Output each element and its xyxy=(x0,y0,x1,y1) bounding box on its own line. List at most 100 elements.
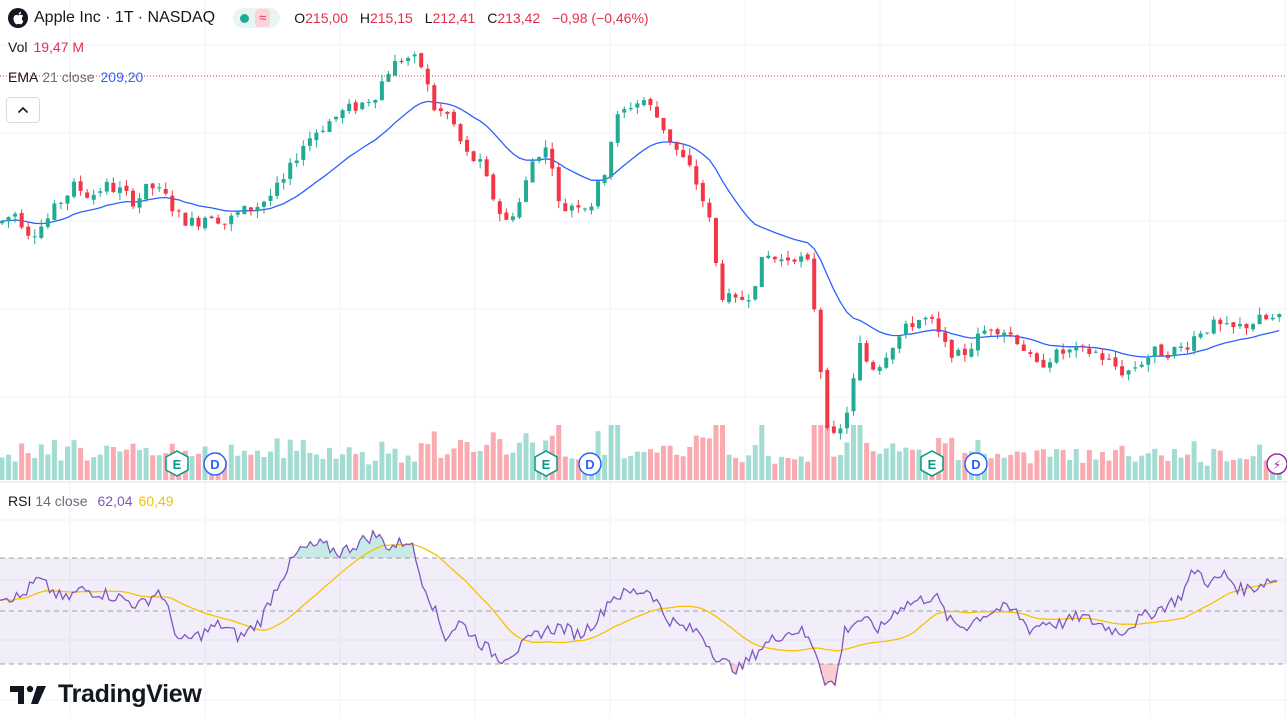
rsi-ma-value: 60,49 xyxy=(138,493,174,509)
candle xyxy=(196,215,201,231)
candle-body xyxy=(111,182,116,192)
candle-body xyxy=(812,258,817,310)
volume-bar xyxy=(137,450,143,480)
volume-bar xyxy=(1257,444,1263,480)
candle xyxy=(78,175,83,196)
event-markers[interactable]: E D E D E D ⚡ xyxy=(165,450,1287,477)
candle-body xyxy=(58,202,63,204)
ema-legend[interactable]: EMA 21 close 209,20 xyxy=(8,68,149,86)
candle xyxy=(1211,316,1216,335)
event-marker-earnings[interactable]: E xyxy=(920,450,944,477)
candle xyxy=(622,106,627,119)
rsi-legend[interactable]: RSI 14 close 62,04 60,49 xyxy=(8,492,180,510)
candle xyxy=(1126,369,1131,381)
volume-bar xyxy=(379,441,385,480)
candle xyxy=(602,173,607,186)
symbol-title[interactable]: Apple Inc · 1T · NASDAQ xyxy=(34,9,216,26)
candle-body xyxy=(903,323,908,335)
event-marker-dividend[interactable]: D xyxy=(964,452,988,476)
volume-legend[interactable]: Vol 19,47 M xyxy=(8,38,90,56)
volume-bar xyxy=(805,461,811,480)
candle xyxy=(674,141,679,156)
candle-body xyxy=(609,142,614,177)
candle-body xyxy=(419,53,424,68)
candle-body xyxy=(1172,347,1177,357)
candle xyxy=(1224,316,1229,326)
event-marker-earnings[interactable]: E xyxy=(165,450,189,477)
tradingview-logo[interactable]: TradingView xyxy=(10,680,202,709)
volume-bar xyxy=(150,455,156,480)
candle xyxy=(65,194,70,211)
volume-bar xyxy=(268,451,274,480)
candle-body xyxy=(720,263,725,300)
candle-body xyxy=(1251,324,1256,330)
volume-bar xyxy=(451,448,457,480)
candle-body xyxy=(831,426,836,433)
volume-bar xyxy=(274,438,280,480)
volume-bar xyxy=(988,458,994,480)
candle xyxy=(812,252,817,312)
candle xyxy=(0,220,4,226)
candle xyxy=(1179,342,1183,352)
candle xyxy=(52,200,57,222)
candle-body xyxy=(1211,319,1216,334)
volume-bar xyxy=(1034,450,1040,480)
volume-bar xyxy=(700,437,706,480)
candle-body xyxy=(13,213,18,217)
candle-body xyxy=(563,203,568,212)
market-status-pill[interactable]: ≈ xyxy=(233,8,281,28)
event-marker-dividend[interactable]: D xyxy=(578,452,602,476)
event-marker-flash[interactable]: ⚡ xyxy=(1266,453,1287,475)
candle-body xyxy=(655,106,659,118)
candle xyxy=(294,153,299,168)
candle-body xyxy=(995,329,1000,335)
volume-bar xyxy=(1113,449,1118,480)
event-marker-dividend[interactable]: D xyxy=(203,452,227,476)
collapse-legend-button[interactable] xyxy=(6,97,40,123)
candle xyxy=(1139,361,1144,369)
candle xyxy=(183,212,188,226)
candle xyxy=(556,162,561,209)
candle xyxy=(13,211,18,223)
candle-body xyxy=(1087,348,1092,354)
candle xyxy=(943,326,948,348)
volume-bar xyxy=(778,456,784,480)
volume-bar xyxy=(877,453,883,480)
candle-body xyxy=(425,68,430,85)
candle-body xyxy=(1126,370,1131,375)
volume-bar xyxy=(510,452,516,480)
candle xyxy=(203,216,208,231)
candle xyxy=(648,97,653,111)
volume-bar xyxy=(477,451,483,480)
candle-body xyxy=(510,216,515,220)
dividend-label: D xyxy=(210,457,219,472)
candle xyxy=(956,347,961,357)
candle-body xyxy=(1152,346,1157,357)
volume-bar xyxy=(857,425,863,480)
candle xyxy=(530,158,535,183)
candle-body xyxy=(884,357,889,368)
candle xyxy=(851,373,856,416)
candle-body xyxy=(216,217,221,224)
candle xyxy=(445,111,450,120)
volume-bar xyxy=(995,453,1001,480)
volume-bar xyxy=(12,461,18,480)
candle xyxy=(1237,317,1242,329)
volume-bar xyxy=(1132,461,1138,480)
candle xyxy=(1021,340,1026,351)
candle-body xyxy=(203,217,208,229)
candle xyxy=(137,193,142,214)
candle-body xyxy=(1054,349,1059,363)
event-marker-earnings[interactable]: E xyxy=(534,450,558,477)
volume-bar xyxy=(516,442,522,480)
volume-bar xyxy=(1021,452,1027,480)
candle-body xyxy=(104,181,109,192)
volume-bar xyxy=(1008,454,1014,480)
volume-bar xyxy=(1145,453,1151,480)
volume-bar xyxy=(523,433,529,480)
volume-bar xyxy=(713,425,719,480)
candle xyxy=(1008,326,1013,338)
volume-bar xyxy=(0,457,5,480)
candle xyxy=(799,252,804,268)
